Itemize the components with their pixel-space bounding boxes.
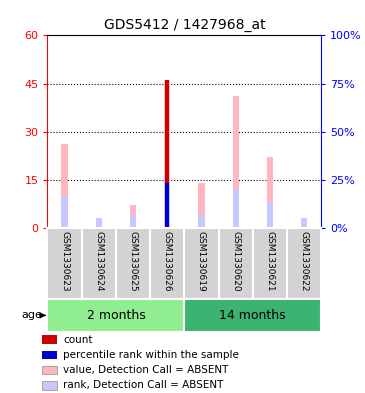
Bar bbox=[42, 336, 57, 344]
Bar bbox=[198, 215, 204, 228]
Bar bbox=[61, 145, 68, 228]
Text: GSM1330626: GSM1330626 bbox=[163, 231, 172, 292]
Bar bbox=[130, 215, 136, 228]
Bar bbox=[267, 157, 273, 228]
Bar bbox=[287, 228, 321, 299]
Text: value, Detection Call = ABSENT: value, Detection Call = ABSENT bbox=[64, 365, 229, 375]
Bar bbox=[253, 228, 287, 299]
Bar bbox=[267, 202, 273, 228]
Bar bbox=[61, 196, 68, 228]
Bar bbox=[233, 96, 239, 228]
Bar bbox=[130, 206, 136, 228]
Text: GSM1330621: GSM1330621 bbox=[265, 231, 274, 292]
Bar bbox=[47, 299, 184, 332]
Text: GSM1330624: GSM1330624 bbox=[94, 231, 103, 292]
Text: GSM1330619: GSM1330619 bbox=[197, 231, 206, 292]
Bar bbox=[165, 183, 169, 228]
Title: GDS5412 / 1427968_at: GDS5412 / 1427968_at bbox=[104, 18, 265, 31]
Bar bbox=[42, 366, 57, 375]
Bar bbox=[219, 228, 253, 299]
Text: 14 months: 14 months bbox=[219, 309, 286, 322]
Bar bbox=[165, 80, 169, 228]
Bar bbox=[82, 228, 116, 299]
Bar bbox=[96, 218, 102, 228]
Bar bbox=[42, 351, 57, 359]
Text: age: age bbox=[21, 310, 42, 320]
Bar bbox=[301, 218, 307, 228]
Bar bbox=[184, 228, 219, 299]
Bar bbox=[164, 183, 170, 228]
Text: 2 months: 2 months bbox=[87, 309, 145, 322]
Text: rank, Detection Call = ABSENT: rank, Detection Call = ABSENT bbox=[64, 380, 224, 390]
Bar bbox=[96, 218, 102, 228]
Bar bbox=[42, 381, 57, 389]
Bar bbox=[198, 183, 204, 228]
Text: GSM1330620: GSM1330620 bbox=[231, 231, 240, 292]
Text: GSM1330623: GSM1330623 bbox=[60, 231, 69, 292]
Text: GSM1330625: GSM1330625 bbox=[128, 231, 138, 292]
Bar bbox=[164, 80, 170, 228]
Bar bbox=[233, 189, 239, 228]
Bar bbox=[47, 228, 82, 299]
Text: count: count bbox=[64, 335, 93, 345]
Bar bbox=[301, 218, 307, 228]
Bar bbox=[116, 228, 150, 299]
Text: percentile rank within the sample: percentile rank within the sample bbox=[64, 350, 239, 360]
Bar bbox=[150, 228, 184, 299]
Bar bbox=[184, 299, 321, 332]
Text: GSM1330622: GSM1330622 bbox=[300, 231, 308, 292]
